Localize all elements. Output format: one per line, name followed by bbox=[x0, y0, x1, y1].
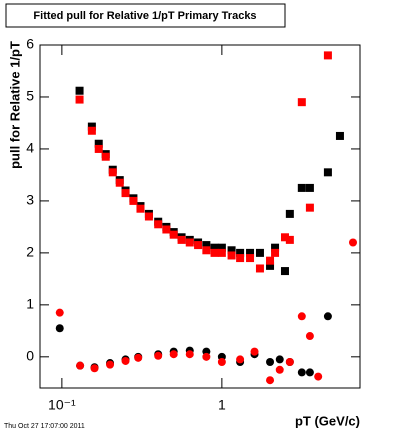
marker-square bbox=[217, 243, 226, 252]
marker-circle bbox=[250, 347, 259, 356]
marker-circle bbox=[297, 312, 306, 321]
marker-circle bbox=[297, 368, 306, 377]
marker-square bbox=[202, 246, 211, 255]
marker-square bbox=[129, 196, 138, 205]
marker-square bbox=[285, 209, 294, 218]
timestamp: Thu Oct 27 17:07:00 2011 bbox=[4, 423, 85, 430]
marker-square bbox=[101, 152, 110, 161]
marker-square bbox=[177, 235, 186, 244]
marker-square bbox=[108, 168, 117, 177]
marker-square bbox=[210, 248, 219, 257]
y-tick-label: 0 bbox=[26, 348, 34, 364]
marker-circle bbox=[154, 351, 163, 360]
marker-square bbox=[169, 230, 178, 239]
marker-square bbox=[94, 139, 103, 148]
marker-circle bbox=[266, 358, 275, 367]
marker-circle bbox=[348, 238, 357, 247]
marker-square bbox=[87, 126, 96, 135]
marker-square bbox=[75, 95, 84, 104]
marker-circle bbox=[305, 368, 314, 377]
marker-circle bbox=[314, 372, 323, 381]
x-tick-label: 10⁻¹ bbox=[48, 397, 76, 413]
marker-square bbox=[185, 238, 194, 247]
marker-square bbox=[285, 235, 294, 244]
title-box bbox=[5, 3, 286, 28]
marker-square bbox=[280, 233, 289, 242]
marker-square bbox=[136, 204, 145, 213]
marker-circle bbox=[134, 353, 143, 362]
marker-square bbox=[227, 251, 236, 260]
chart-title: Fitted pull for Relative 1/pT Primary Tr… bbox=[33, 10, 256, 22]
marker-square bbox=[305, 183, 314, 192]
marker-square bbox=[217, 248, 226, 257]
marker-circle bbox=[55, 308, 64, 317]
marker-square bbox=[255, 248, 264, 257]
marker-circle bbox=[275, 355, 284, 364]
x-tick-label: 1 bbox=[218, 397, 226, 413]
marker-circle bbox=[76, 361, 85, 370]
marker-square bbox=[266, 256, 275, 265]
y-tick-label: 2 bbox=[26, 244, 34, 260]
marker-circle bbox=[285, 358, 294, 367]
marker-square bbox=[75, 86, 84, 95]
marker-circle bbox=[90, 364, 99, 373]
marker-square bbox=[154, 220, 163, 229]
marker-square bbox=[271, 248, 280, 257]
marker-circle bbox=[169, 350, 178, 359]
x-axis-label: pT (GeV/c) bbox=[295, 413, 360, 428]
marker-square bbox=[323, 168, 332, 177]
marker-square bbox=[144, 212, 153, 221]
marker-circle bbox=[236, 355, 245, 364]
y-axis-label: pull for Relative 1/pT bbox=[7, 41, 22, 169]
marker-square bbox=[162, 225, 171, 234]
marker-square bbox=[246, 248, 255, 257]
marker-circle bbox=[185, 350, 194, 359]
marker-circle bbox=[55, 324, 64, 333]
marker-square bbox=[94, 144, 103, 153]
marker-square bbox=[266, 261, 275, 270]
marker-circle bbox=[305, 332, 314, 341]
y-tick-label: 3 bbox=[26, 192, 34, 208]
marker-square bbox=[202, 241, 211, 250]
marker-square bbox=[236, 248, 245, 257]
marker-square bbox=[115, 178, 124, 187]
marker-circle bbox=[106, 360, 115, 369]
y-tick-label: 4 bbox=[26, 140, 34, 156]
marker-square bbox=[227, 246, 236, 255]
marker-circle bbox=[275, 365, 284, 374]
y-tick-label: 6 bbox=[26, 36, 34, 52]
marker-square bbox=[121, 189, 130, 198]
plot-frame bbox=[39, 44, 361, 389]
marker-square bbox=[297, 183, 306, 192]
marker-circle bbox=[266, 376, 275, 385]
y-tick-label: 1 bbox=[26, 296, 34, 312]
marker-square bbox=[305, 203, 314, 212]
marker-square bbox=[280, 267, 289, 276]
marker-square bbox=[335, 131, 344, 140]
marker-square bbox=[210, 243, 219, 252]
marker-square bbox=[323, 51, 332, 60]
marker-square bbox=[246, 254, 255, 263]
marker-square bbox=[194, 241, 203, 250]
marker-square bbox=[255, 264, 264, 273]
marker-square bbox=[297, 98, 306, 107]
marker-square bbox=[87, 122, 96, 131]
y-tick-label: 5 bbox=[26, 88, 34, 104]
marker-circle bbox=[121, 356, 130, 365]
marker-circle bbox=[202, 352, 211, 361]
marker-circle bbox=[217, 358, 226, 367]
marker-square bbox=[271, 243, 280, 252]
marker-square bbox=[236, 254, 245, 263]
marker-circle bbox=[323, 312, 332, 321]
